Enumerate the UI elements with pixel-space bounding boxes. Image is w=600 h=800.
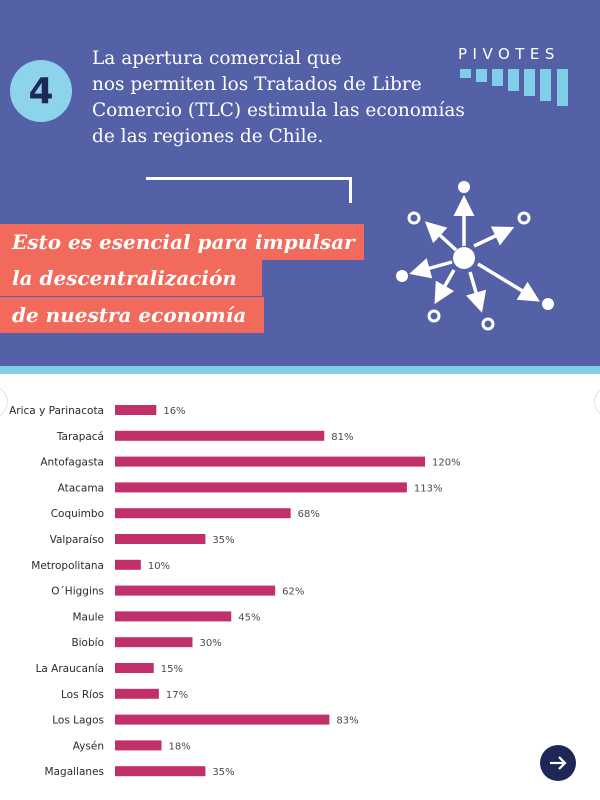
value-label: 15% <box>161 664 183 675</box>
value-label: 68% <box>298 509 320 520</box>
bar <box>115 766 206 777</box>
bar <box>115 611 232 622</box>
category-label: Los Lagos <box>52 715 104 727</box>
value-label: 35% <box>212 767 234 778</box>
value-label: 120% <box>432 458 461 469</box>
bar <box>115 482 407 493</box>
decorative-bracket <box>146 177 352 203</box>
value-label: 17% <box>166 690 188 701</box>
bar <box>115 714 330 725</box>
value-label: 30% <box>200 638 222 649</box>
value-label: 62% <box>282 587 304 598</box>
category-label: Atacama <box>58 482 104 494</box>
value-label: 10% <box>148 561 170 572</box>
category-label: Aysén <box>73 740 104 752</box>
category-label: Biobío <box>71 637 104 649</box>
bars-logo-icon <box>460 69 568 106</box>
highlight-line: Esto es esencial para impulsar <box>0 224 364 260</box>
category-label: Antofagasta <box>40 457 104 469</box>
bar <box>115 663 154 673</box>
category-label: Arica y Parinacota <box>9 405 104 417</box>
intro-line: La apertura comercial que <box>92 48 342 69</box>
bar <box>115 559 141 570</box>
brand-logo: PIVOTES <box>458 44 582 106</box>
intro-line: Comercio (TLC) estimula las economías <box>92 100 465 121</box>
network-diagram-icon <box>396 181 554 331</box>
intro-line: de las regiones de Chile. <box>92 126 324 147</box>
category-label: Valparaíso <box>50 534 104 546</box>
bar <box>115 534 206 544</box>
category-label: La Araucanía <box>36 663 104 675</box>
category-label: Tarapacá <box>56 431 104 443</box>
value-label: 113% <box>414 483 443 494</box>
step-number: 4 <box>28 70 54 112</box>
intro-text: La apertura comercial que nos permiten l… <box>92 46 472 150</box>
accent-stripe <box>0 366 600 374</box>
bar <box>115 740 162 751</box>
value-label: 35% <box>212 535 234 546</box>
intro-line: nos permiten los Tratados de Libre <box>92 74 422 95</box>
category-label: Magallanes <box>45 766 104 778</box>
bar <box>115 456 425 467</box>
value-label: 83% <box>336 716 358 727</box>
bar <box>115 637 193 648</box>
bar-chart: Arica y Parinacota 16% Tarapacá 81% Antofaga… <box>9 405 461 778</box>
bar <box>115 508 291 519</box>
bar <box>115 688 159 699</box>
category-label: Maule <box>72 611 104 623</box>
category-label: O´Higgins <box>51 586 104 598</box>
bar <box>115 430 325 441</box>
value-label: 16% <box>163 406 185 417</box>
highlight-line: de nuestra economía <box>0 297 264 333</box>
next-button[interactable] <box>540 745 576 781</box>
brand-name: PIVOTES <box>458 45 560 63</box>
arrow-right-icon <box>550 756 567 770</box>
step-number-badge: 4 <box>10 60 72 122</box>
value-label: 45% <box>238 612 260 623</box>
category-label: Coquimbo <box>51 508 104 520</box>
value-label: 18% <box>169 741 191 752</box>
bar <box>115 585 276 596</box>
category-label: Los Ríos <box>61 689 104 701</box>
value-label: 81% <box>331 432 353 443</box>
bar <box>115 405 157 415</box>
highlight-line: la descentralización <box>0 260 262 296</box>
category-label: Metropolitana <box>31 560 104 572</box>
header-banner: 4 La apertura comercial que nos permiten… <box>0 0 600 366</box>
